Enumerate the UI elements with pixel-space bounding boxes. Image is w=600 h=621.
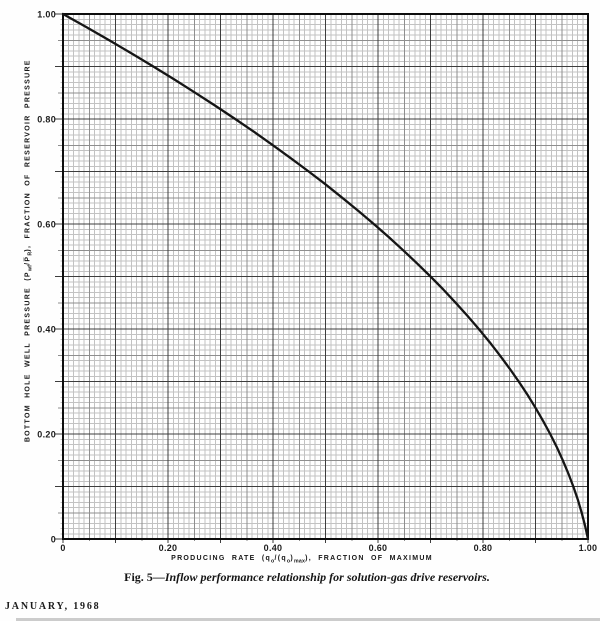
scan-edge-artifact: [16, 618, 600, 621]
y-tick-label: 1.00: [37, 10, 56, 20]
journal-footer-date: JANUARY, 1968: [5, 601, 101, 612]
plot-border: [62, 13, 589, 540]
y-tick-label: 0.20: [37, 430, 56, 440]
figure-caption-text: —Inflow performance relationship for sol…: [152, 570, 490, 584]
x-tick-label: 0.60: [369, 543, 388, 553]
y-tick-labels: 1.00 0.80 0.60 0.40 0.20 0: [37, 10, 56, 545]
x-axis-title: PRODUCING RATE (qo/(qo)max), FRACTION OF…: [171, 555, 433, 565]
y-tick-label: 0.80: [37, 115, 56, 125]
grid-major-lines: [55, 13, 589, 543]
y-tick-label: 0.40: [37, 325, 56, 335]
figure-caption-label: Fig. 5: [124, 570, 153, 584]
x-tick-label: 0.40: [264, 543, 283, 553]
x-tick-label: 0.80: [474, 543, 493, 553]
y-tick-label: 0: [51, 535, 56, 545]
ipr-curve: [61, 12, 590, 541]
grid-medium-lines: [58, 14, 588, 541]
y-tick-label: 0.60: [37, 220, 56, 230]
x-tick-labels: 0 0.20 0.40 0.60 0.80 1.00: [60, 543, 597, 553]
x-tick-label: 0.20: [159, 543, 178, 553]
y-axis-title: BOTTOM HOLE WELL PRESSURE (Pwf/P̅R), FRA…: [24, 59, 34, 443]
x-tick-label: 0: [60, 543, 65, 553]
x-tick-label: 1.00: [579, 543, 598, 553]
figure-caption: Fig. 5—Inflow performance relationship f…: [8, 570, 600, 585]
